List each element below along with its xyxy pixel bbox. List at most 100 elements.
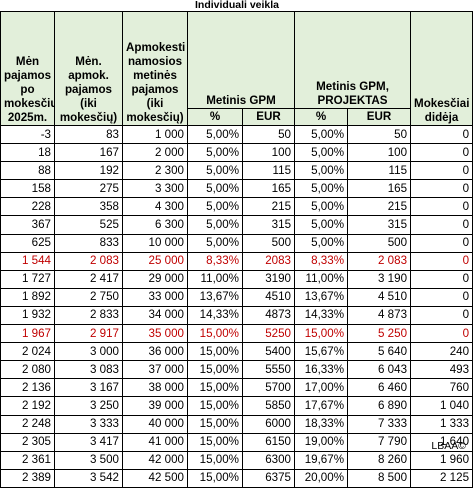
header-tax-increase: Mokesčiai didėja [410,11,474,126]
cell-gpm-percent: 13,67% [187,287,243,307]
cell-monthly-net: 2 389 [0,468,55,488]
cell-project-percent: 20,00% [294,468,349,488]
table-row: 88 192 2 300 5,00% 115 5,00% 115 0 [0,161,474,181]
cell-gpm-percent: 15,00% [187,396,243,416]
cell-gpm-percent: 15,00% [187,414,243,434]
cell-gpm-eur: 6150 [241,432,296,452]
cell-tax-increase: 493 [410,360,474,380]
table-row: 2 136 3 167 38 000 15,00% 5700 17,00% 6 460 760 [0,378,474,398]
cell-gpm-percent: 5,00% [187,233,243,253]
cell-gpm-percent: 15,00% [187,342,243,362]
cell-tax-increase: 1 333 [410,414,474,434]
cell-monthly-net: 2 305 [0,432,55,452]
cell-project-percent: 5,00% [294,233,349,253]
table-row: 158 275 3 300 5,00% 165 5,00% 165 0 [0,179,474,199]
cell-monthly-net: 1 967 [0,324,55,344]
cell-tax-increase: 2 125 [410,468,474,488]
table-row: 2 192 3 250 39 000 15,00% 5850 17,67% 6 890 1 0… [0,396,474,416]
header-monthly-taxable-income: Mėn. apmok. pajamos (iki mokesčių) [54,11,123,126]
cell-tax-increase: 0 [410,269,474,289]
cell-monthly-net: 2 192 [0,396,55,416]
cell-gpm-percent: 15,00% [187,468,243,488]
cell-monthly-taxable: 83 [54,124,123,145]
cell-project-percent: 15,00% [294,324,349,344]
cell-gpm-eur: 5700 [241,378,296,398]
cell-gpm-percent: 15,00% [187,378,243,398]
cell-project-eur: 4 510 [347,287,412,307]
cell-gpm-eur: 6375 [241,468,296,488]
cell-annual-taxable: 25 000 [122,251,188,271]
cell-tax-increase: 0 [410,287,474,307]
subheader-eur: EUR [241,108,296,126]
cell-gpm-percent: 11,00% [187,269,243,289]
cell-gpm-percent: 15,00% [187,324,243,344]
cell-annual-taxable: 6 300 [122,215,188,235]
cell-project-percent: 8,33% [294,251,349,271]
cell-project-percent: 5,00% [294,197,349,217]
cell-project-percent: 5,00% [294,124,349,145]
cell-project-eur: 8 500 [347,468,412,488]
cell-tax-increase: 0 [410,143,474,163]
table-row: 228 358 4 300 5,00% 215 5,00% 215 0 [0,197,474,217]
table-row: 2 305 3 417 41 000 15,00% 6150 19,00% 7 790 1 6… [0,432,474,452]
cell-project-eur: 2 083 [347,251,412,271]
cell-monthly-net: 2 024 [0,342,55,362]
cell-gpm-eur: 3190 [241,269,296,289]
cell-monthly-taxable: 2 083 [54,251,123,271]
cell-gpm-percent: 5,00% [187,179,243,199]
cell-annual-taxable: 1 000 [122,124,188,145]
cell-monthly-net: -3 [0,124,55,145]
cell-gpm-percent: 8,33% [187,251,243,271]
cell-gpm-eur: 165 [241,179,296,199]
cell-gpm-eur: 5850 [241,396,296,416]
cell-annual-taxable: 10 000 [122,233,188,253]
cell-annual-taxable: 34 000 [122,305,188,326]
cell-project-percent: 19,00% [294,432,349,452]
cell-project-eur: 4 873 [347,305,412,326]
cell-project-percent: 11,00% [294,269,349,289]
subheader-percent: % [294,108,349,126]
cell-gpm-percent: 15,00% [187,432,243,452]
cell-monthly-taxable: 167 [54,143,123,163]
table-row: 18 167 2 000 5,00% 100 5,00% 100 0 [0,143,474,163]
cell-project-percent: 17,00% [294,378,349,398]
cell-project-percent: 5,00% [294,143,349,163]
cell-project-eur: 5 250 [347,324,412,344]
cell-monthly-net: 1 892 [0,287,55,307]
cell-project-eur: 500 [347,233,412,253]
cell-monthly-net: 2 080 [0,360,55,380]
cell-tax-increase: 0 [410,161,474,181]
cell-monthly-taxable: 3 417 [54,432,123,452]
cell-monthly-taxable: 2 750 [54,287,123,307]
cell-annual-taxable: 38 000 [122,378,188,398]
table-row: 367 525 6 300 5,00% 315 5,00% 315 0 [0,215,474,235]
cell-monthly-taxable: 275 [54,179,123,199]
cell-monthly-net: 1 727 [0,269,55,289]
cell-monthly-taxable: 3 542 [54,468,123,488]
cell-annual-taxable: 3 300 [122,179,188,199]
table-row: 625 833 10 000 5,00% 500 5,00% 500 0 [0,233,474,253]
cell-monthly-taxable: 2 917 [54,324,123,344]
tax-table: Mėn pajamos po mokesčių 2025m. Mėn. apmo… [0,11,474,488]
cell-gpm-percent: 14,33% [187,305,243,326]
cell-monthly-taxable: 192 [54,161,123,181]
cell-monthly-net: 2 248 [0,414,55,434]
subheader-percent: % [187,108,243,126]
footer-credit: LBAA© [431,440,466,452]
cell-tax-increase: 240 [410,342,474,362]
table-row: 2 024 3 000 36 000 15,00% 5400 15,67% 5 640 240 [0,342,474,362]
cell-annual-taxable: 39 000 [122,396,188,416]
cell-monthly-net: 1 932 [0,305,55,326]
table-row: 2 080 3 083 37 000 15,00% 5550 16,33% 6 043 493 [0,360,474,380]
cell-gpm-eur: 6000 [241,414,296,434]
cell-monthly-taxable: 525 [54,215,123,235]
cell-gpm-percent: 5,00% [187,124,243,145]
cell-annual-taxable: 2 000 [122,143,188,163]
table-row: 1 544 2 083 25 000 8,33% 2083 8,33% 2 083 0 [0,251,474,271]
cell-gpm-eur: 315 [241,215,296,235]
cell-monthly-taxable: 2 417 [54,269,123,289]
table-row: 2 389 3 542 42 500 15,00% 6375 20,00% 8 500 2 1… [0,468,474,488]
cell-project-eur: 6 890 [347,396,412,416]
cell-gpm-eur: 100 [241,143,296,163]
cell-gpm-eur: 500 [241,233,296,253]
